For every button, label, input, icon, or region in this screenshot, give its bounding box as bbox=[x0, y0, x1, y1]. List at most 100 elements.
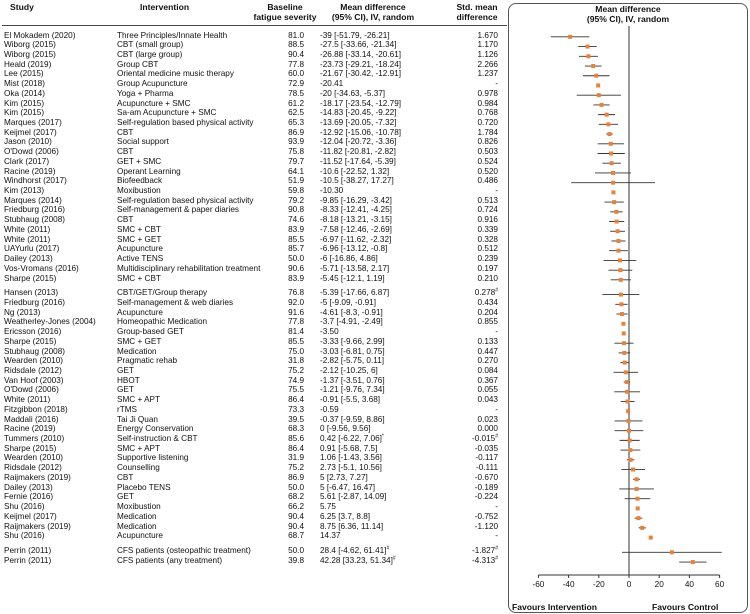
std-mean-difference: - bbox=[470, 186, 498, 196]
baseline-value: 74.9 bbox=[270, 376, 304, 386]
header-md: Mean difference (95% CI), IV, random bbox=[318, 2, 428, 22]
std-mean-difference-text: 0.278 bbox=[474, 288, 496, 298]
baseline-value-text: 50.0 bbox=[288, 545, 304, 555]
effect-marker bbox=[591, 64, 596, 69]
study-name-text: Tummers (2010) bbox=[4, 434, 65, 444]
effect-marker bbox=[617, 258, 622, 263]
intervention-name: Moxibustion bbox=[117, 186, 161, 196]
intervention-name: SMC + CBT bbox=[117, 274, 161, 284]
baseline-value-text: 59.8 bbox=[288, 186, 304, 196]
study-name-text: Ericsson (2016) bbox=[4, 327, 62, 337]
baseline-value-text: 39.8 bbox=[288, 555, 304, 565]
study-name-text: O'Dowd (2006) bbox=[4, 147, 59, 157]
baseline-value-text: 88.5 bbox=[288, 40, 304, 50]
std-mean-difference-text: 0.724 bbox=[477, 205, 499, 215]
study-name: Clark (2017) bbox=[4, 157, 49, 167]
baseline-value-text: 91.6 bbox=[288, 307, 304, 317]
mean-difference-text-text: -5.39 [-17.66, 6.87] bbox=[320, 288, 390, 298]
std-mean-difference: -1.827# bbox=[470, 546, 498, 556]
mean-difference-text: -6.97 [-11.62, -2.32] bbox=[320, 235, 391, 245]
intervention-name: Multidisciplinary rehabilitation treatme… bbox=[117, 264, 260, 274]
std-mean-difference-text: - bbox=[495, 186, 498, 196]
study-name-text: Hansen (2013) bbox=[4, 288, 59, 298]
baseline-value-text: 81.0 bbox=[288, 30, 304, 40]
std-mean-difference-text: - bbox=[495, 502, 498, 512]
intervention-name-text: CFS patients (any treatment) bbox=[117, 555, 223, 565]
favours-intervention-label: Favours Intervention bbox=[512, 602, 597, 612]
std-mean-difference-text: 1.237 bbox=[477, 69, 499, 79]
intervention-name: Yoga + Pharma bbox=[117, 89, 173, 99]
study-name: Ng (2013) bbox=[4, 308, 40, 318]
study-name-text: O'Dowd (2006) bbox=[4, 385, 59, 395]
baseline-value-text: 75.8 bbox=[288, 147, 304, 157]
mean-difference-text: -3.50 bbox=[320, 327, 339, 337]
std-mean-difference: 0.339 bbox=[470, 225, 499, 235]
baseline-value-text: 72.9 bbox=[288, 79, 304, 89]
mean-difference-text: -11.82 [-20.81, -2.82] bbox=[320, 147, 396, 157]
study-name: Ericsson (2016) bbox=[4, 327, 61, 337]
study-name: Maddali (2016) bbox=[4, 415, 59, 425]
baseline-value: 86.4 bbox=[270, 444, 304, 454]
study-name: Friedburg (2016) bbox=[4, 205, 65, 215]
mean-difference-text: -12.04 [-20.72, -3.36] bbox=[320, 137, 396, 147]
mean-difference-text-text: 1.06 [-1.43, 3.56] bbox=[320, 453, 382, 463]
baseline-value-text: 51.9 bbox=[288, 176, 304, 186]
mean-difference-text-text: -9.85 [-16.29, -3.42] bbox=[320, 195, 392, 205]
std-mean-difference-text: 0.043 bbox=[477, 395, 499, 405]
mean-difference-text: 5 [-6.47, 16.47] bbox=[320, 483, 375, 493]
intervention-name-text: Acupuncture + SMC bbox=[117, 98, 191, 108]
intervention-name-text: Moxibustion bbox=[117, 186, 161, 196]
smd-footnote-mark: # bbox=[495, 545, 498, 552]
mean-difference-text: -39 [-51.79, -26.21] bbox=[320, 31, 390, 41]
baseline-value-text: 90.4 bbox=[288, 521, 304, 531]
effect-marker bbox=[616, 248, 621, 253]
study-name: Stubhaug (2008) bbox=[4, 347, 65, 357]
baseline-value: 68.7 bbox=[270, 531, 304, 541]
intervention-name: CBT bbox=[117, 473, 133, 483]
mean-difference-text-text: -1.21 [-9.76, 7.34] bbox=[320, 385, 385, 395]
baseline-value-text: 76.8 bbox=[288, 288, 304, 298]
baseline-value: 31.8 bbox=[270, 356, 304, 366]
baseline-value: 77.8 bbox=[270, 317, 304, 327]
std-mean-difference-text: 0.826 bbox=[477, 137, 499, 147]
effect-marker bbox=[607, 132, 612, 137]
study-name: Dailey (2013) bbox=[4, 254, 53, 264]
std-mean-difference-text: -0.035 bbox=[474, 443, 498, 453]
mean-difference-text-text: -8.33 [-12.41, -4.25] bbox=[320, 205, 392, 215]
baseline-value: 79.2 bbox=[270, 196, 304, 206]
study-name: Windhorst (2017) bbox=[4, 176, 67, 186]
effect-marker bbox=[596, 83, 601, 88]
mean-difference-text: -4.61 [-8.3, -0.91] bbox=[320, 308, 383, 318]
mean-difference-text-text: 5.75 bbox=[320, 502, 336, 512]
std-mean-difference: 1.784 bbox=[470, 128, 499, 138]
std-mean-difference: 0.486 bbox=[470, 176, 499, 186]
study-name-text: Stubhaug (2008) bbox=[4, 346, 65, 356]
baseline-value-text: 66.2 bbox=[288, 502, 304, 512]
intervention-name: Self-regulation based physical activity bbox=[117, 118, 254, 128]
header-baseline-line1: Baseline bbox=[267, 2, 303, 12]
study-name: Marques (2017) bbox=[4, 118, 62, 128]
intervention-name-text: Biofeedback bbox=[117, 176, 163, 186]
mean-difference-text-text: 28.4 [-4.62, 61.41] bbox=[320, 545, 387, 555]
study-name: UAYurlu (2017) bbox=[4, 244, 59, 254]
intervention-name-text: SMC + CBT bbox=[117, 273, 161, 283]
mean-difference-text: -8.33 [-12.41, -4.25] bbox=[320, 205, 392, 215]
std-mean-difference: - bbox=[470, 531, 498, 541]
mean-difference-text: -6 [-16.86, 4.86] bbox=[320, 254, 378, 264]
baseline-value: 85.6 bbox=[270, 434, 304, 444]
mean-difference-text-text: 6.25 [3.7, 8.8] bbox=[320, 511, 371, 521]
effect-marker bbox=[635, 496, 640, 501]
intervention-name-text: SMC + APT bbox=[117, 443, 160, 453]
intervention-name: Acupuncture bbox=[117, 244, 163, 254]
study-name: Marques (2014) bbox=[4, 196, 62, 206]
mean-difference-text: 28.4 [-4.62, 61.41]# bbox=[320, 546, 389, 556]
mean-difference-text: -1.37 [-3.51, 0.76] bbox=[320, 376, 385, 386]
intervention-name-text: Self-regulation based physical activity bbox=[117, 117, 254, 127]
effect-marker bbox=[627, 428, 631, 433]
intervention-name-text: Group Acupuncture bbox=[117, 79, 188, 89]
effect-marker bbox=[627, 438, 632, 443]
std-mean-difference-text: 1.170 bbox=[477, 40, 499, 50]
mean-difference-text-text: -6 [-16.86, 4.86] bbox=[320, 254, 378, 264]
intervention-name: Social support bbox=[117, 137, 169, 147]
mean-difference-text: -5.71 [-13.58, 2.17] bbox=[320, 264, 389, 274]
